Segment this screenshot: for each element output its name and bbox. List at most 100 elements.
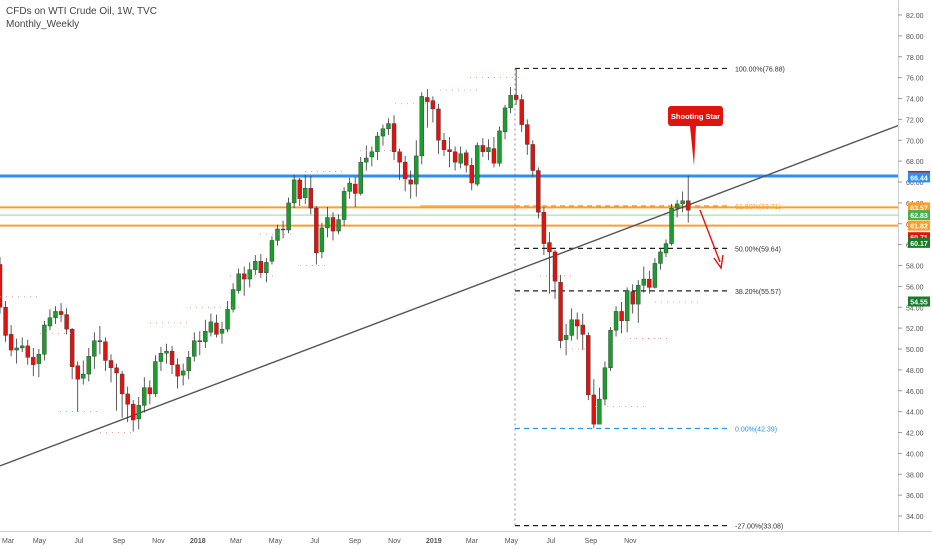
candle-body (669, 207, 674, 244)
candle-body (513, 95, 519, 100)
candle-body (624, 290, 630, 322)
time-tick-label: 2019 (426, 538, 442, 545)
price-tick-label: 82.00 (906, 13, 924, 20)
candle-body (347, 182, 352, 192)
candle-body (86, 356, 92, 375)
candle (380, 124, 386, 146)
candle-body (153, 361, 158, 395)
candle (630, 284, 635, 314)
candle (652, 258, 658, 289)
candle (119, 370, 125, 418)
candle-body (330, 217, 336, 232)
candle-body (286, 202, 291, 231)
candle-body (464, 152, 469, 166)
candle-body (641, 278, 646, 286)
price-tick-label: 50.00 (906, 347, 924, 354)
price-tick-label: 78.00 (906, 55, 924, 62)
candle-body (303, 188, 308, 198)
price-badge-bg (908, 232, 930, 243)
candle (169, 345, 175, 375)
candle-body (280, 228, 286, 231)
price-tick-label: 74.00 (906, 97, 924, 104)
candle (613, 306, 619, 337)
price-tick-label: 48.00 (906, 368, 924, 375)
price-axis[interactable]: 34.00 36.00 38.00 40.00 42.00 44.00 46.00 48.00… (898, 0, 932, 550)
candle (130, 400, 136, 432)
candle (319, 222, 325, 259)
candle (108, 354, 114, 383)
price-badge: 54.55 (908, 296, 930, 307)
candle-body (241, 273, 247, 280)
candle-body (20, 345, 25, 349)
candle-body (430, 100, 436, 110)
candle (624, 287, 630, 333)
price-tick-label: 38.00 (906, 472, 924, 479)
candle (225, 300, 230, 333)
candle-body (180, 370, 186, 376)
candle-body (358, 161, 363, 194)
price-tick-label: 44.00 (906, 410, 924, 417)
candle-body (480, 145, 486, 152)
candle (297, 177, 302, 207)
time-tick-label: May (269, 538, 283, 545)
candle-body (602, 367, 608, 400)
candle-body (525, 124, 530, 145)
candle-body (636, 285, 641, 305)
candle-body (452, 151, 458, 163)
time-tick-label: Nov (624, 538, 637, 545)
candle-body (425, 97, 430, 102)
candle-body (336, 219, 341, 232)
candle-body (297, 179, 302, 199)
candle (58, 303, 64, 322)
candle (3, 300, 8, 342)
candle (530, 140, 535, 177)
callout-box (668, 106, 723, 126)
candle (64, 308, 69, 335)
candle (669, 203, 674, 246)
candle-body (502, 107, 508, 133)
price-badge-bg (908, 202, 930, 213)
candle-body (580, 324, 585, 335)
candle-body (230, 289, 236, 310)
candle (402, 155, 408, 192)
candle (286, 197, 291, 234)
price-badge-label: 62.83 (910, 213, 928, 220)
candle (81, 360, 86, 385)
candle-body (530, 144, 535, 171)
candle-body (497, 130, 502, 164)
candle (197, 331, 203, 356)
candle (236, 268, 241, 294)
candle (275, 224, 280, 246)
candle-body (97, 340, 103, 342)
fib-level-label: 38.20%(55.57) (735, 289, 781, 296)
candle (547, 232, 552, 294)
candle (241, 266, 247, 296)
candle-body (81, 373, 86, 379)
candle (280, 220, 286, 239)
candle (525, 119, 530, 155)
candle-body (402, 161, 408, 180)
time-tick-label: Mar (230, 538, 243, 545)
candle (47, 309, 53, 331)
candle-body (536, 170, 541, 213)
candle (42, 320, 47, 361)
chart-title: CFDs on WTI Crude Oil, 1W, TVC (6, 6, 157, 17)
candle (347, 177, 352, 199)
candle-body (42, 324, 47, 355)
candle (480, 138, 486, 157)
time-axis[interactable]: Mar May Jul Sep Nov 2018 Mar May Jul Sep Nov 2019 Ma… (0, 531, 932, 546)
candle (591, 379, 597, 429)
price-badge-label: 60.17 (910, 241, 928, 248)
candle-body (197, 340, 203, 342)
fib-level-label: 100.00%(76.88) (735, 66, 785, 73)
candle (358, 156, 363, 196)
price-badge-label: 61.82 (910, 224, 928, 231)
candle (308, 175, 313, 215)
candles (0, 68, 700, 433)
candle-body (186, 357, 191, 372)
candle (230, 283, 236, 313)
candle (330, 212, 336, 241)
candle-body (125, 393, 130, 405)
candle-body (391, 123, 397, 152)
